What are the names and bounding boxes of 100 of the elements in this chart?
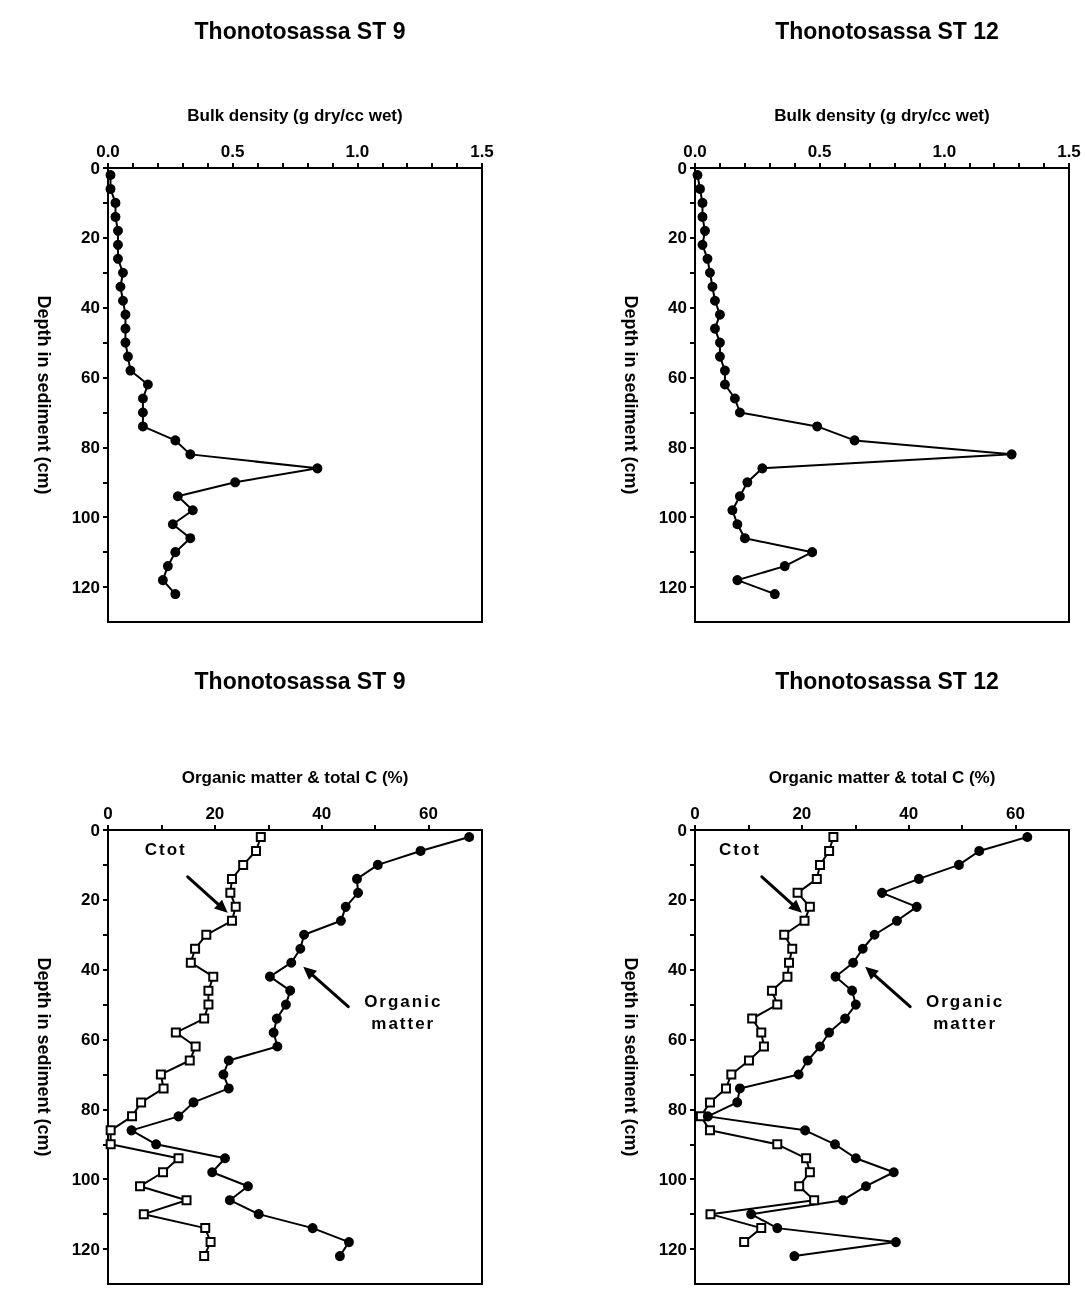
point bbox=[697, 211, 708, 222]
point bbox=[857, 943, 868, 954]
point bbox=[772, 1223, 783, 1234]
point bbox=[719, 365, 730, 376]
point bbox=[172, 491, 183, 502]
point bbox=[732, 519, 743, 530]
point bbox=[173, 1111, 184, 1122]
x-tick-label: 60 bbox=[1006, 804, 1026, 823]
point bbox=[137, 421, 148, 432]
point bbox=[802, 1055, 813, 1066]
point bbox=[220, 1153, 231, 1164]
y-tick-label: 120 bbox=[658, 1239, 687, 1259]
y-axis-title: Depth in sediment (cm) bbox=[34, 957, 54, 1157]
point bbox=[112, 225, 123, 236]
point bbox=[155, 1069, 166, 1080]
point bbox=[772, 999, 783, 1010]
point bbox=[199, 1251, 210, 1262]
legend-label: Organic matter bbox=[364, 991, 443, 1033]
point bbox=[295, 943, 306, 954]
x-tick-label: 0.5 bbox=[220, 142, 245, 161]
x-tick-label: 20 bbox=[205, 804, 225, 823]
y-tick-label: 20 bbox=[668, 228, 687, 248]
point bbox=[709, 295, 720, 306]
point bbox=[850, 1153, 861, 1164]
y-tick-label: 40 bbox=[81, 298, 100, 318]
point bbox=[125, 365, 136, 376]
point bbox=[225, 887, 236, 898]
point bbox=[714, 351, 725, 362]
point bbox=[285, 985, 296, 996]
point bbox=[714, 309, 725, 320]
point bbox=[157, 575, 168, 586]
point bbox=[719, 379, 730, 390]
y-tick-label: 40 bbox=[81, 960, 100, 980]
point bbox=[151, 1139, 162, 1150]
point bbox=[793, 1069, 804, 1080]
point bbox=[824, 845, 835, 856]
point bbox=[869, 929, 880, 940]
x-tick-label: 0.5 bbox=[807, 142, 832, 161]
y-tick-label: 0 bbox=[677, 820, 687, 840]
point bbox=[809, 1195, 820, 1206]
point bbox=[726, 1069, 737, 1080]
y-tick-label: 40 bbox=[668, 960, 687, 980]
point bbox=[729, 393, 740, 404]
point bbox=[137, 393, 148, 404]
point bbox=[158, 1167, 169, 1178]
y-tick-label: 60 bbox=[81, 368, 100, 388]
point bbox=[732, 1097, 743, 1108]
point bbox=[784, 957, 795, 968]
point bbox=[746, 1209, 757, 1220]
point bbox=[223, 1083, 234, 1094]
point bbox=[224, 1195, 235, 1206]
point bbox=[840, 1013, 851, 1024]
point bbox=[890, 1237, 901, 1248]
point bbox=[974, 845, 985, 856]
point bbox=[739, 533, 750, 544]
point bbox=[815, 859, 826, 870]
text: Ctot bbox=[144, 839, 187, 859]
point bbox=[742, 477, 753, 488]
point bbox=[734, 491, 745, 502]
point bbox=[707, 281, 718, 292]
point bbox=[702, 1111, 713, 1122]
y-tick-label: 60 bbox=[81, 1030, 100, 1050]
point bbox=[299, 929, 310, 940]
point bbox=[115, 281, 126, 292]
point bbox=[807, 547, 818, 558]
point bbox=[226, 915, 237, 926]
point bbox=[286, 957, 297, 968]
y-axis-title: Depth in sediment (cm) bbox=[621, 295, 641, 495]
point bbox=[727, 505, 738, 516]
point bbox=[353, 887, 364, 898]
point bbox=[203, 985, 214, 996]
point bbox=[162, 561, 173, 572]
point bbox=[714, 337, 725, 348]
point bbox=[812, 421, 823, 432]
point bbox=[135, 1181, 146, 1192]
point bbox=[787, 943, 798, 954]
point bbox=[253, 1209, 264, 1220]
point bbox=[779, 561, 790, 572]
point bbox=[190, 1041, 201, 1052]
point bbox=[201, 929, 212, 940]
point bbox=[170, 589, 181, 600]
point bbox=[702, 253, 713, 264]
point bbox=[251, 845, 261, 856]
point bbox=[464, 831, 475, 842]
point bbox=[335, 915, 346, 926]
point bbox=[207, 1167, 218, 1178]
point bbox=[181, 1195, 192, 1206]
point bbox=[268, 1027, 279, 1038]
point bbox=[804, 901, 815, 912]
x-tick-label: 1.5 bbox=[470, 142, 494, 161]
y-tick-label: 80 bbox=[81, 437, 100, 457]
point bbox=[415, 845, 426, 856]
point bbox=[1022, 831, 1033, 842]
point bbox=[312, 463, 323, 474]
y-tick-label: 120 bbox=[71, 577, 100, 597]
point bbox=[340, 901, 351, 912]
point bbox=[850, 999, 861, 1010]
y-tick-label: 40 bbox=[668, 298, 687, 318]
point bbox=[804, 1167, 815, 1178]
point bbox=[136, 1097, 147, 1108]
